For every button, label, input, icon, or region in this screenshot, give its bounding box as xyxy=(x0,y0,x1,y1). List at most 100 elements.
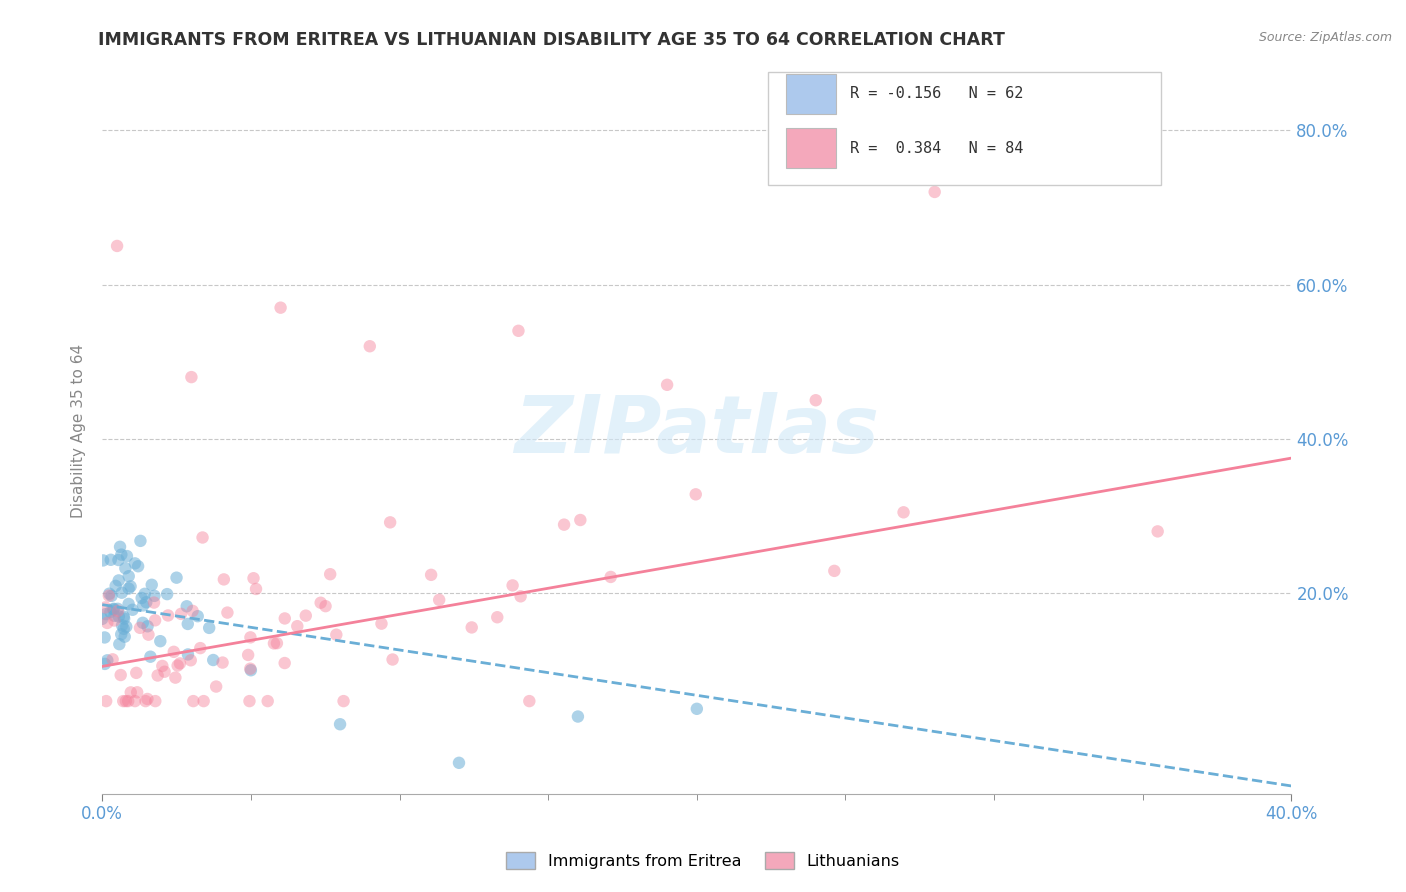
Point xyxy=(274,611,297,625)
Point xyxy=(381,652,404,666)
Legend: Immigrants from Eritrea, Lithuanians: Immigrants from Eritrea, Lithuanians xyxy=(499,846,907,875)
Point xyxy=(112,609,135,624)
Point xyxy=(188,641,211,656)
Point xyxy=(94,657,117,671)
Point xyxy=(420,567,443,582)
Point xyxy=(103,608,125,623)
Point xyxy=(266,636,288,650)
Point xyxy=(270,301,292,315)
Point xyxy=(509,590,531,604)
Text: Source: ZipAtlas.com: Source: ZipAtlas.com xyxy=(1258,31,1392,45)
Point xyxy=(163,645,186,659)
Point xyxy=(112,622,135,636)
Point xyxy=(315,599,337,614)
Point xyxy=(239,631,262,645)
Y-axis label: Disability Age 35 to 64: Disability Age 35 to 64 xyxy=(72,344,86,518)
Point xyxy=(93,631,115,645)
Point xyxy=(685,487,707,501)
Point xyxy=(117,597,139,611)
Point xyxy=(273,656,295,670)
Point xyxy=(136,692,159,706)
Point xyxy=(166,658,188,673)
Point xyxy=(146,668,169,682)
Point xyxy=(100,553,122,567)
Point xyxy=(104,579,127,593)
Point xyxy=(181,694,204,708)
Point xyxy=(112,694,135,708)
Point xyxy=(569,513,592,527)
FancyBboxPatch shape xyxy=(786,74,837,114)
Point xyxy=(150,659,173,673)
Point xyxy=(149,634,172,648)
Point xyxy=(239,663,262,677)
Text: IMMIGRANTS FROM ERITREA VS LITHUANIAN DISABILITY AGE 35 TO 64 CORRELATION CHART: IMMIGRANTS FROM ERITREA VS LITHUANIAN DI… xyxy=(98,31,1005,49)
Text: R = -0.156   N = 62: R = -0.156 N = 62 xyxy=(851,87,1024,102)
Point xyxy=(101,652,124,666)
Point xyxy=(107,604,129,618)
Point xyxy=(217,606,239,620)
Point xyxy=(108,540,131,554)
Point xyxy=(103,602,125,616)
Point xyxy=(166,571,188,585)
Text: ZIPatlas: ZIPatlas xyxy=(515,392,879,470)
Point xyxy=(124,557,146,571)
Point xyxy=(139,649,162,664)
Point xyxy=(1146,524,1168,539)
Point xyxy=(332,694,354,708)
Point xyxy=(114,561,136,575)
Point xyxy=(96,615,118,630)
Point xyxy=(924,185,946,199)
Point xyxy=(427,592,450,607)
Point xyxy=(127,559,149,574)
Point xyxy=(114,630,136,644)
Point xyxy=(96,653,118,667)
Point xyxy=(153,665,176,679)
Point xyxy=(143,613,166,627)
Point xyxy=(136,619,159,633)
Point xyxy=(893,505,915,519)
Point xyxy=(256,694,278,708)
Point xyxy=(236,648,259,662)
Point xyxy=(212,573,235,587)
Point xyxy=(239,662,262,676)
Point xyxy=(143,589,166,603)
Point xyxy=(177,616,200,631)
Point xyxy=(156,587,179,601)
Point xyxy=(110,668,132,682)
Point xyxy=(115,549,138,563)
Point xyxy=(98,587,121,601)
Point xyxy=(378,516,401,530)
Point xyxy=(157,608,180,623)
Point xyxy=(103,602,125,616)
Point xyxy=(132,615,155,630)
Point xyxy=(124,694,146,708)
Point xyxy=(370,616,392,631)
Point xyxy=(107,553,129,567)
Point xyxy=(180,653,202,667)
Point xyxy=(502,578,524,592)
FancyBboxPatch shape xyxy=(768,72,1160,185)
Point xyxy=(823,564,845,578)
Point xyxy=(96,694,118,708)
Point xyxy=(134,587,156,601)
Point xyxy=(94,600,117,615)
Point xyxy=(143,694,166,708)
Point xyxy=(91,553,114,567)
Point xyxy=(108,609,131,624)
Point xyxy=(329,717,352,731)
Point xyxy=(115,694,138,708)
Point xyxy=(242,571,264,585)
Point xyxy=(169,657,191,671)
Point xyxy=(120,579,142,593)
Point xyxy=(447,756,470,770)
Point xyxy=(100,605,122,619)
Point xyxy=(187,609,209,624)
Point xyxy=(111,585,134,599)
Point xyxy=(170,607,193,621)
Point xyxy=(460,620,482,634)
Point xyxy=(245,582,267,596)
Point xyxy=(118,569,141,583)
Point xyxy=(105,239,128,253)
Point xyxy=(131,591,153,605)
Point xyxy=(181,604,204,618)
